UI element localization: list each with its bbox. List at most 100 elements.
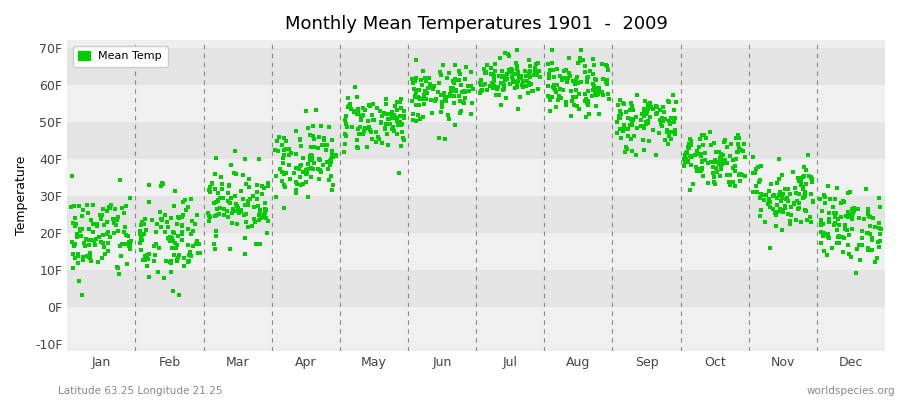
Point [86,202,101,208]
Point [323,158,338,164]
Point [309,107,323,113]
Point [509,80,524,86]
Point [110,217,124,223]
Point [167,188,182,195]
Point [73,228,87,234]
Point [166,288,180,294]
Point [385,115,400,122]
Point [116,210,130,216]
Point [686,180,700,187]
Point [775,172,789,178]
Point [691,144,706,150]
Point [346,109,361,115]
Point [241,224,256,230]
Point [394,121,409,128]
Point [215,181,230,188]
Point [804,219,818,225]
Point [792,200,806,206]
Point [669,99,683,106]
Point [170,258,184,264]
Point [69,233,84,240]
Point [137,220,151,227]
Point [147,242,161,249]
Bar [68,307,885,344]
Point [775,226,789,233]
Point [366,117,381,123]
Point [646,106,661,112]
Point [508,71,523,77]
Point [861,247,876,253]
Point [798,207,813,213]
Point [567,101,581,108]
Point [374,120,388,126]
Point [479,70,493,76]
Point [580,100,594,107]
Point [850,246,864,252]
Point [653,121,668,127]
Point [338,120,353,127]
Point [715,160,729,167]
Point [443,91,457,98]
Point [697,173,711,180]
Point [390,116,404,122]
Point [205,181,220,187]
Point [872,220,886,226]
Point [511,78,526,84]
Point [515,82,529,88]
Point [135,237,149,244]
Point [514,74,528,80]
Point [496,82,510,88]
Point [148,252,163,258]
Point [642,138,656,144]
Point [506,76,520,83]
Point [706,140,721,146]
Point [543,67,557,73]
Point [306,166,320,172]
Point [201,210,215,216]
Point [731,141,745,148]
Point [268,147,283,153]
Point [845,216,859,222]
Point [379,96,393,102]
Point [656,118,670,125]
Point [231,210,246,217]
Point [133,230,148,237]
Point [861,212,876,219]
Point [599,79,614,86]
Point [688,164,703,170]
Point [662,99,677,105]
Point [358,126,373,132]
Point [301,194,315,200]
Point [873,230,887,237]
Point [363,102,377,109]
Point [508,79,522,85]
Point [842,213,856,220]
Point [855,228,869,234]
Point [707,158,722,165]
Point [284,176,298,182]
Point [445,86,459,93]
Point [325,148,339,154]
Point [212,205,227,211]
Point [208,213,222,220]
Point [503,81,517,87]
Point [342,104,356,110]
Point [344,106,358,112]
Point [692,136,706,142]
Point [677,162,691,169]
Point [258,210,273,216]
Point [340,124,355,130]
Point [796,172,811,179]
Point [621,126,635,132]
Point [111,214,125,220]
Point [806,179,820,185]
Point [600,67,615,73]
Point [68,222,82,229]
Point [319,146,333,153]
Point [258,207,273,214]
Point [101,228,115,235]
Point [123,195,138,202]
Point [381,111,395,118]
Point [561,75,575,82]
Point [630,92,644,98]
